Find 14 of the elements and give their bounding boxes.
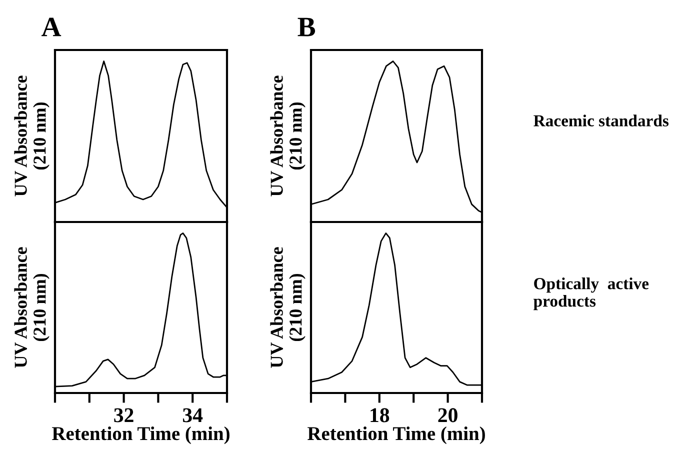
x-tick-label: 18 — [370, 408, 390, 422]
y-axis-title: UV Absorbance (210 nm) — [270, 76, 306, 196]
x-tick-label: 32 — [114, 408, 134, 422]
text: Racemic standards — [534, 114, 669, 126]
x-axis-title: Retention Time (min) — [308, 426, 485, 444]
x-tick-label: 34 — [182, 408, 203, 422]
y-axis-title: UV Absorbance (210 nm) — [270, 247, 306, 368]
text: Optically active products — [534, 278, 649, 310]
chart-title: B — [298, 18, 316, 36]
x-tick-label: 20 — [438, 408, 458, 422]
y-axis-title: UV Absorbance (210 nm) — [14, 247, 50, 368]
y-axis-title: UV Absorbance (210 nm) — [14, 76, 50, 196]
chart-title: A — [42, 18, 62, 36]
x-axis-title: Retention Time (min) — [52, 426, 230, 444]
